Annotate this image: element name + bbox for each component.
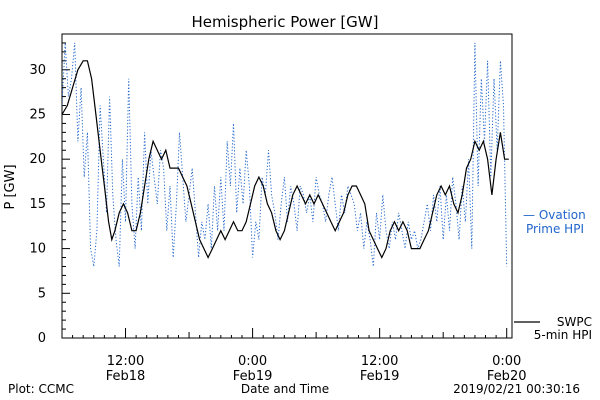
footer-timestamp: 2019/02/21 00:30:16 [453, 382, 580, 396]
x-tick-time-label: 0:00 [238, 354, 267, 369]
x-tick-date-label: Feb18 [106, 369, 146, 384]
legend-entry: 5-min HPI [534, 328, 592, 342]
y-tick-label: 25 [29, 107, 46, 122]
footer-plot-credit: Plot: CCMC [8, 382, 74, 396]
x-axis-label: Date and Time [241, 382, 329, 396]
x-tick-date-label: Feb19 [233, 369, 273, 384]
x-tick-time-label: 12:00 [361, 354, 398, 369]
y-tick-label: 30 [29, 63, 46, 78]
ovation-prime-series-line [62, 42, 508, 267]
legend-entry: Prime HPI [526, 222, 584, 236]
y-axis: 0 5 10 15 20 25 30 [29, 33, 70, 346]
series-group [62, 42, 509, 267]
y-tick-label: 20 [29, 152, 46, 167]
y-tick-label: 5 [38, 286, 46, 301]
y-tick-label: 10 [29, 242, 46, 257]
y-axis-label: P [GW] [3, 164, 18, 209]
chart-title: Hemispheric Power [GW] [192, 13, 379, 31]
swpc-series-line [62, 60, 509, 259]
y-tick-label: 15 [29, 197, 46, 212]
legend-entry: SWPC [557, 315, 592, 329]
x-tick-date-label: Feb20 [487, 369, 527, 384]
legend-entry: — Ovation [523, 208, 586, 222]
x-tick-time-label: 0:00 [492, 354, 521, 369]
x-tick-date-label: Feb19 [360, 369, 400, 384]
x-axis: 12:00Feb180:00Feb1912:00Feb190:00Feb2012… [61, 328, 527, 384]
plot-frame [61, 33, 513, 339]
y-tick-label: 0 [38, 331, 46, 346]
x-tick-time-label: 12:00 [107, 354, 144, 369]
